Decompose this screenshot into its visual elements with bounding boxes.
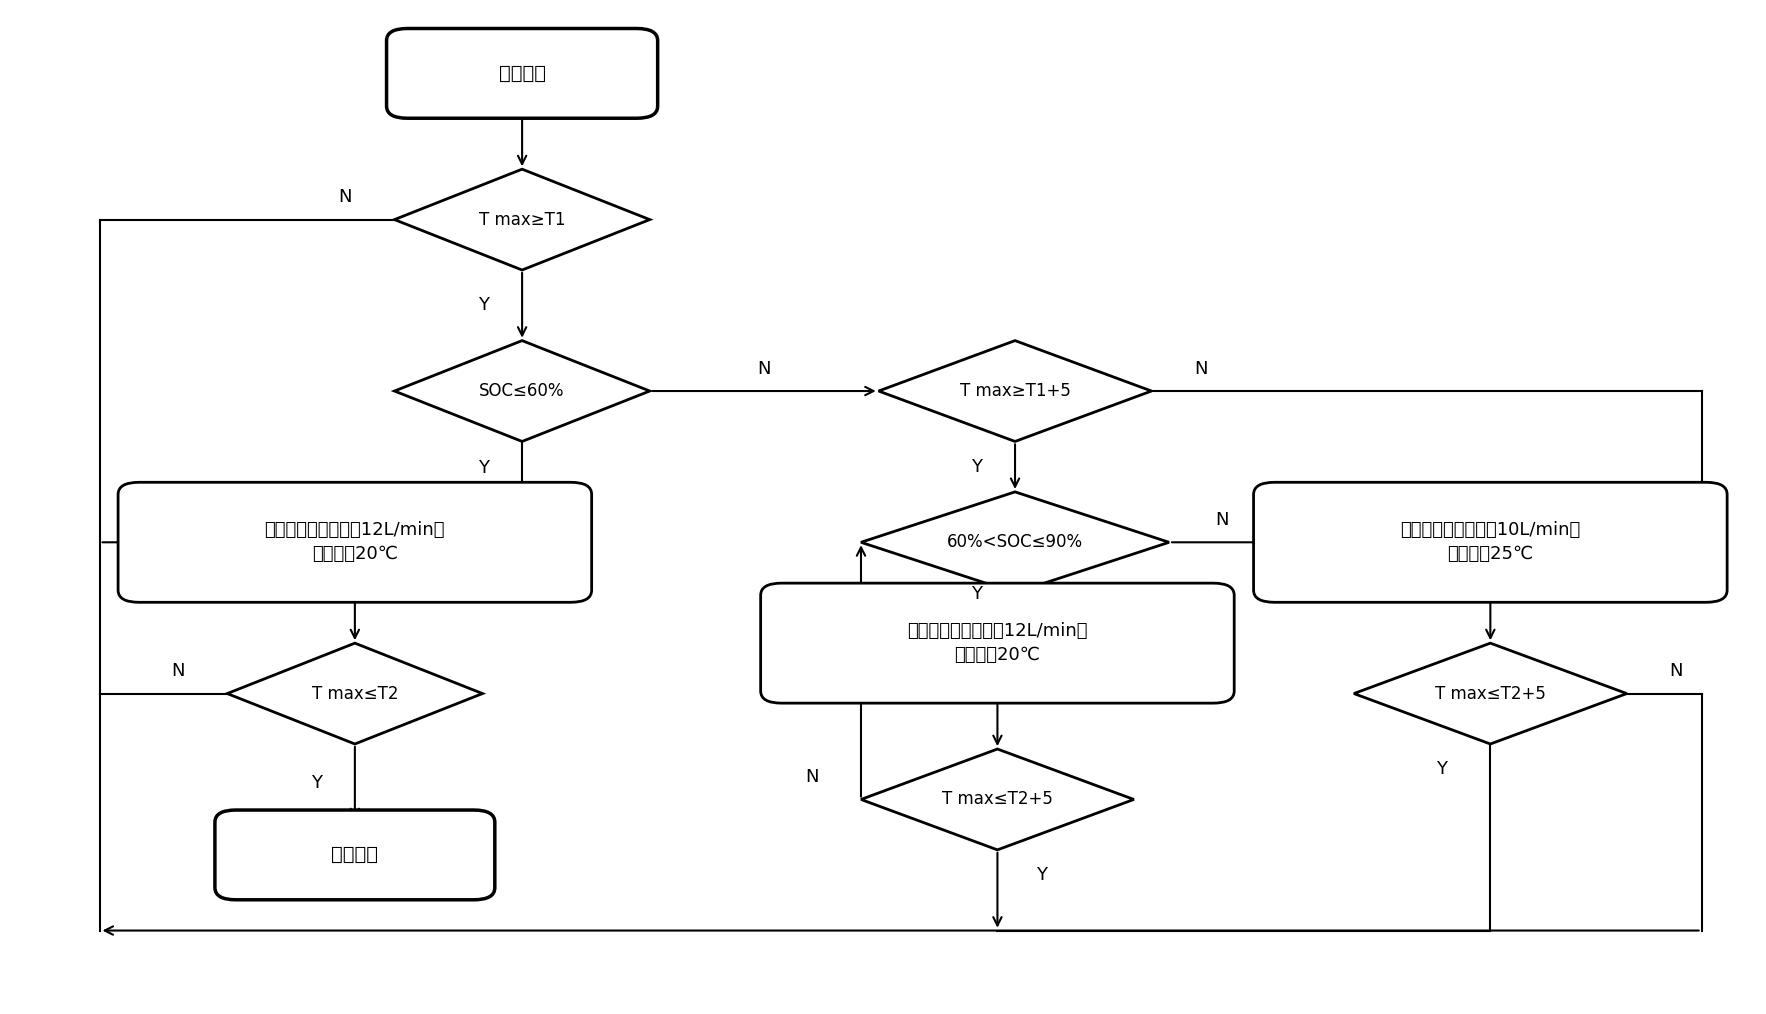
- Polygon shape: [394, 169, 650, 270]
- Text: Y: Y: [1436, 760, 1446, 778]
- Polygon shape: [228, 643, 482, 744]
- Text: N: N: [1194, 360, 1208, 378]
- Text: Y: Y: [479, 459, 489, 477]
- Text: Y: Y: [971, 457, 982, 476]
- Text: N: N: [1215, 511, 1229, 529]
- Text: Y: Y: [311, 774, 321, 792]
- FancyBboxPatch shape: [118, 483, 592, 602]
- FancyBboxPatch shape: [215, 810, 494, 899]
- Polygon shape: [862, 749, 1134, 850]
- Text: T max≥T1+5: T max≥T1+5: [959, 382, 1070, 401]
- Text: 60%<SOC≤90%: 60%<SOC≤90%: [947, 533, 1083, 552]
- Text: T max≥T1: T max≥T1: [479, 211, 565, 228]
- Text: 高温快充: 高温快充: [498, 64, 546, 83]
- Text: N: N: [805, 769, 818, 786]
- Text: T max≤T2: T max≤T2: [311, 684, 397, 703]
- Text: N: N: [171, 662, 185, 680]
- Polygon shape: [862, 492, 1169, 593]
- Text: T max≤T2+5: T max≤T2+5: [941, 791, 1053, 808]
- Text: N: N: [758, 360, 772, 378]
- Text: Y: Y: [479, 296, 489, 314]
- Text: T max≤T2+5: T max≤T2+5: [1436, 684, 1545, 703]
- FancyBboxPatch shape: [387, 28, 657, 119]
- Text: 退出冷却: 退出冷却: [332, 846, 378, 864]
- Text: 开启冷却，请求流量10L/min，
目标温度25℃: 开启冷却，请求流量10L/min， 目标温度25℃: [1400, 521, 1581, 563]
- Polygon shape: [394, 341, 650, 441]
- Text: 开启冷却，请求流量12L/min，
目标温度20℃: 开启冷却，请求流量12L/min， 目标温度20℃: [908, 623, 1088, 664]
- Text: N: N: [1669, 662, 1683, 680]
- Polygon shape: [1355, 643, 1626, 744]
- Text: N: N: [339, 189, 351, 207]
- FancyBboxPatch shape: [1254, 483, 1727, 602]
- Polygon shape: [879, 341, 1151, 441]
- Text: Y: Y: [1037, 866, 1047, 884]
- FancyBboxPatch shape: [761, 583, 1234, 703]
- Text: Y: Y: [971, 585, 982, 603]
- Text: SOC≤60%: SOC≤60%: [479, 382, 565, 401]
- Text: 开启冷却，请求流量12L/min，
目标温度20℃: 开启冷却，请求流量12L/min， 目标温度20℃: [265, 521, 445, 563]
